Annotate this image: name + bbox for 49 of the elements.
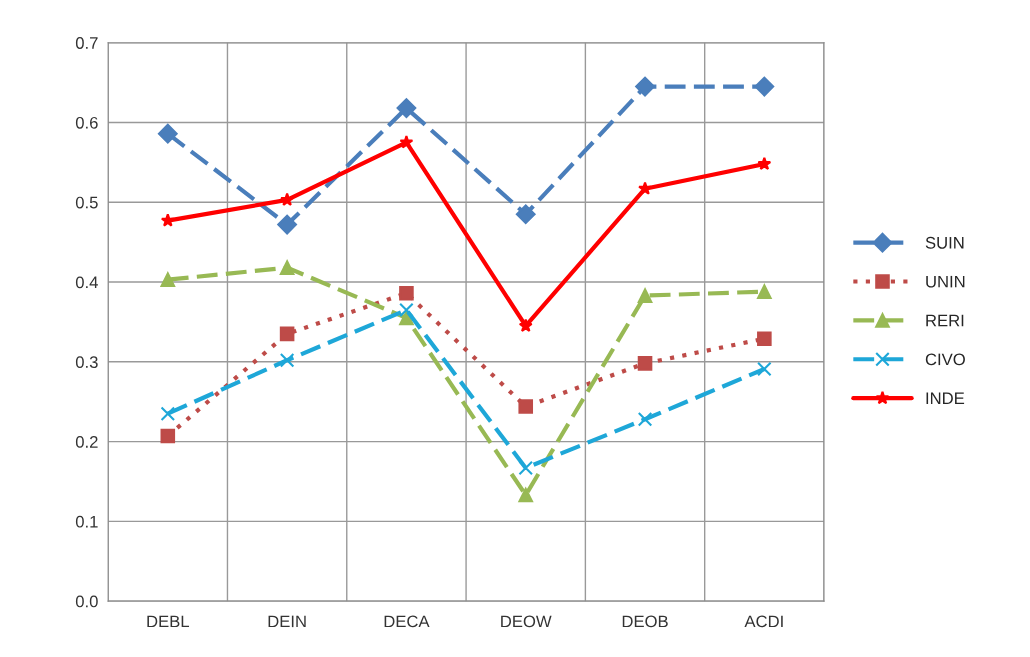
point (518, 399, 534, 414)
y-tick-label: 0.1 (75, 515, 98, 528)
y-tick-label: 0.2 (75, 436, 98, 448)
point (399, 302, 414, 318)
point (279, 260, 295, 275)
point (157, 123, 178, 144)
point (280, 192, 295, 206)
point (160, 213, 175, 227)
y-tick-label: 0.7 (75, 37, 98, 49)
point (399, 135, 414, 149)
point (396, 98, 417, 118)
point (518, 318, 533, 333)
point (160, 272, 176, 287)
point (637, 356, 653, 371)
x-tick-label: DEOW (501, 615, 552, 628)
point (754, 76, 775, 97)
y-tick-label: 0.0 (75, 595, 98, 608)
legend-label: INDE (926, 392, 965, 404)
point (757, 361, 772, 377)
x-tick-label: DEOB (622, 615, 668, 628)
point (399, 285, 414, 301)
y-tick-label: 0.4 (75, 276, 98, 289)
x-tick-label: DEIN (268, 615, 306, 628)
point (757, 156, 772, 171)
point (160, 406, 176, 421)
point (637, 411, 653, 427)
point (515, 204, 536, 225)
point (518, 460, 534, 476)
x-tick-label: DEBL (147, 615, 190, 628)
y-tick-label: 0.3 (75, 356, 98, 369)
point (518, 487, 534, 503)
x-tick-label: DECA (384, 615, 430, 628)
legend-label: UNIN (926, 275, 965, 288)
legend-label: SUIN (925, 236, 964, 249)
legend-label: CIVO (925, 353, 965, 366)
legend-label: RERI (926, 314, 964, 327)
point (757, 284, 772, 299)
point (279, 326, 295, 342)
x-tick-label: ACDI (744, 615, 783, 628)
point (277, 214, 297, 235)
point (757, 331, 772, 346)
y-tick-label: 0.6 (75, 116, 98, 129)
point (399, 310, 414, 326)
point (635, 76, 655, 97)
point (638, 181, 653, 195)
point (160, 428, 176, 444)
point (637, 288, 653, 303)
point (279, 352, 295, 368)
y-tick-label: 0.5 (75, 196, 98, 209)
